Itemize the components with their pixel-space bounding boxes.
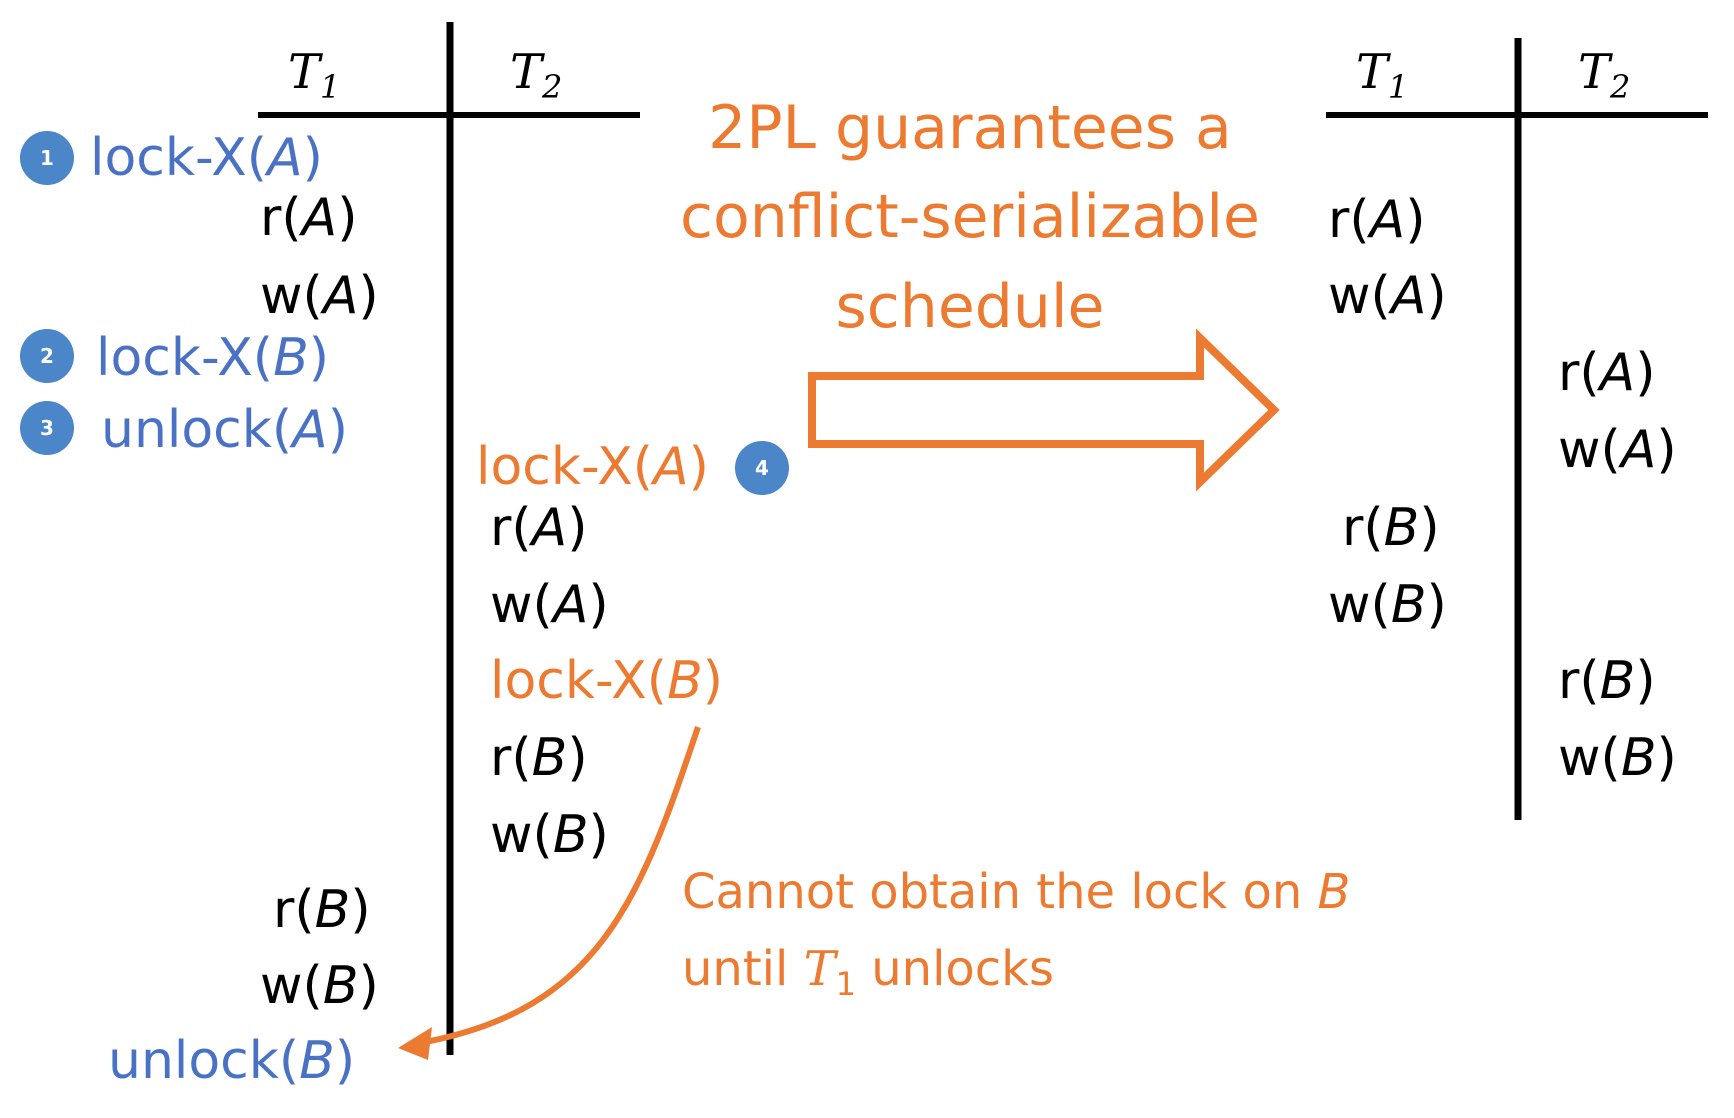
right-op-t1-r-a: r(A) <box>1328 190 1426 250</box>
step-badge-2 <box>20 329 74 383</box>
t2-op-lock-x-a: lock-X(A) 4 <box>476 437 789 497</box>
transform-arrow <box>808 328 1280 492</box>
left-header-t2: T2 <box>510 44 562 106</box>
svg-text:lock-X(B): lock-X(B) <box>96 328 329 388</box>
t1-op-lock-x-b: 2 lock-X(B) <box>20 328 329 388</box>
svg-text:lock-X(A): lock-X(A) <box>476 437 709 497</box>
left-schedule: T1 T2 1 lock-X(A) r(A) w(A) 2 lock-X(B) … <box>20 22 789 1091</box>
svg-text:lock-X(A): lock-X(A) <box>90 128 323 188</box>
note-line-1: Cannot obtain the lock on B <box>682 864 1350 920</box>
svg-text:unlock(A): unlock(A) <box>101 400 348 460</box>
right-op-t1-w-b: w(B) <box>1328 575 1447 635</box>
right-op-t2-w-b: w(B) <box>1558 728 1677 788</box>
t2-op-lock-x-b: lock-X(B) <box>490 651 723 711</box>
annotation-line-2: conflict-serializable <box>680 182 1260 252</box>
right-schedule: T1 T2 r(A) w(A) r(A) w(A) r(B) w(B) r(B)… <box>1326 38 1708 820</box>
t1-op-r-b: r(B) <box>273 880 371 940</box>
step-badge-2-number: 2 <box>40 344 54 368</box>
t2-op-w-b: w(B) <box>490 805 609 865</box>
wait-curve-arrow <box>419 726 701 1046</box>
t1-op-r-a: r(A) <box>260 188 358 248</box>
lock-wait-note: Cannot obtain the lock on B until T1 unl… <box>682 864 1350 1003</box>
right-op-t2-w-a: w(A) <box>1558 420 1677 480</box>
right-op-t1-r-b: r(B) <box>1342 498 1440 558</box>
step-badge-3-number: 3 <box>40 416 54 440</box>
step-badge-3 <box>20 401 74 455</box>
t1-op-lock-x-a: 1 lock-X(A) <box>20 128 323 188</box>
t2-op-r-a: r(A) <box>490 498 588 558</box>
t2-op-r-b: r(B) <box>490 728 588 788</box>
right-header-t1: T1 <box>1356 44 1408 106</box>
step-badge-1 <box>20 131 74 185</box>
left-header-t1: T1 <box>288 44 340 106</box>
wait-arrow-head <box>398 1027 432 1060</box>
t1-op-w-b: w(B) <box>260 956 379 1016</box>
right-header-t2: T2 <box>1578 44 1630 106</box>
annotation-line-3: schedule <box>836 272 1105 342</box>
right-op-t2-r-b: r(B) <box>1558 651 1656 711</box>
t1-op-unlock-b: unlock(B) <box>108 1031 355 1091</box>
t1-op-w-a: w(A) <box>260 266 379 326</box>
t2-op-w-a: w(A) <box>490 575 609 635</box>
step-badge-4-number: 4 <box>755 456 769 480</box>
step-badge-1-number: 1 <box>40 146 54 170</box>
right-op-t1-w-a: w(A) <box>1328 266 1447 326</box>
right-op-t2-r-a: r(A) <box>1558 343 1656 403</box>
annotation-line-1: 2PL guarantees a <box>708 93 1232 163</box>
serializable-annotation: 2PL guarantees a conflict-serializable s… <box>680 93 1260 342</box>
t1-op-unlock-a: 3 unlock(A) <box>20 400 348 460</box>
step-badge-4 <box>735 441 789 495</box>
note-line-2: until T1 unlocks <box>682 941 1054 1003</box>
